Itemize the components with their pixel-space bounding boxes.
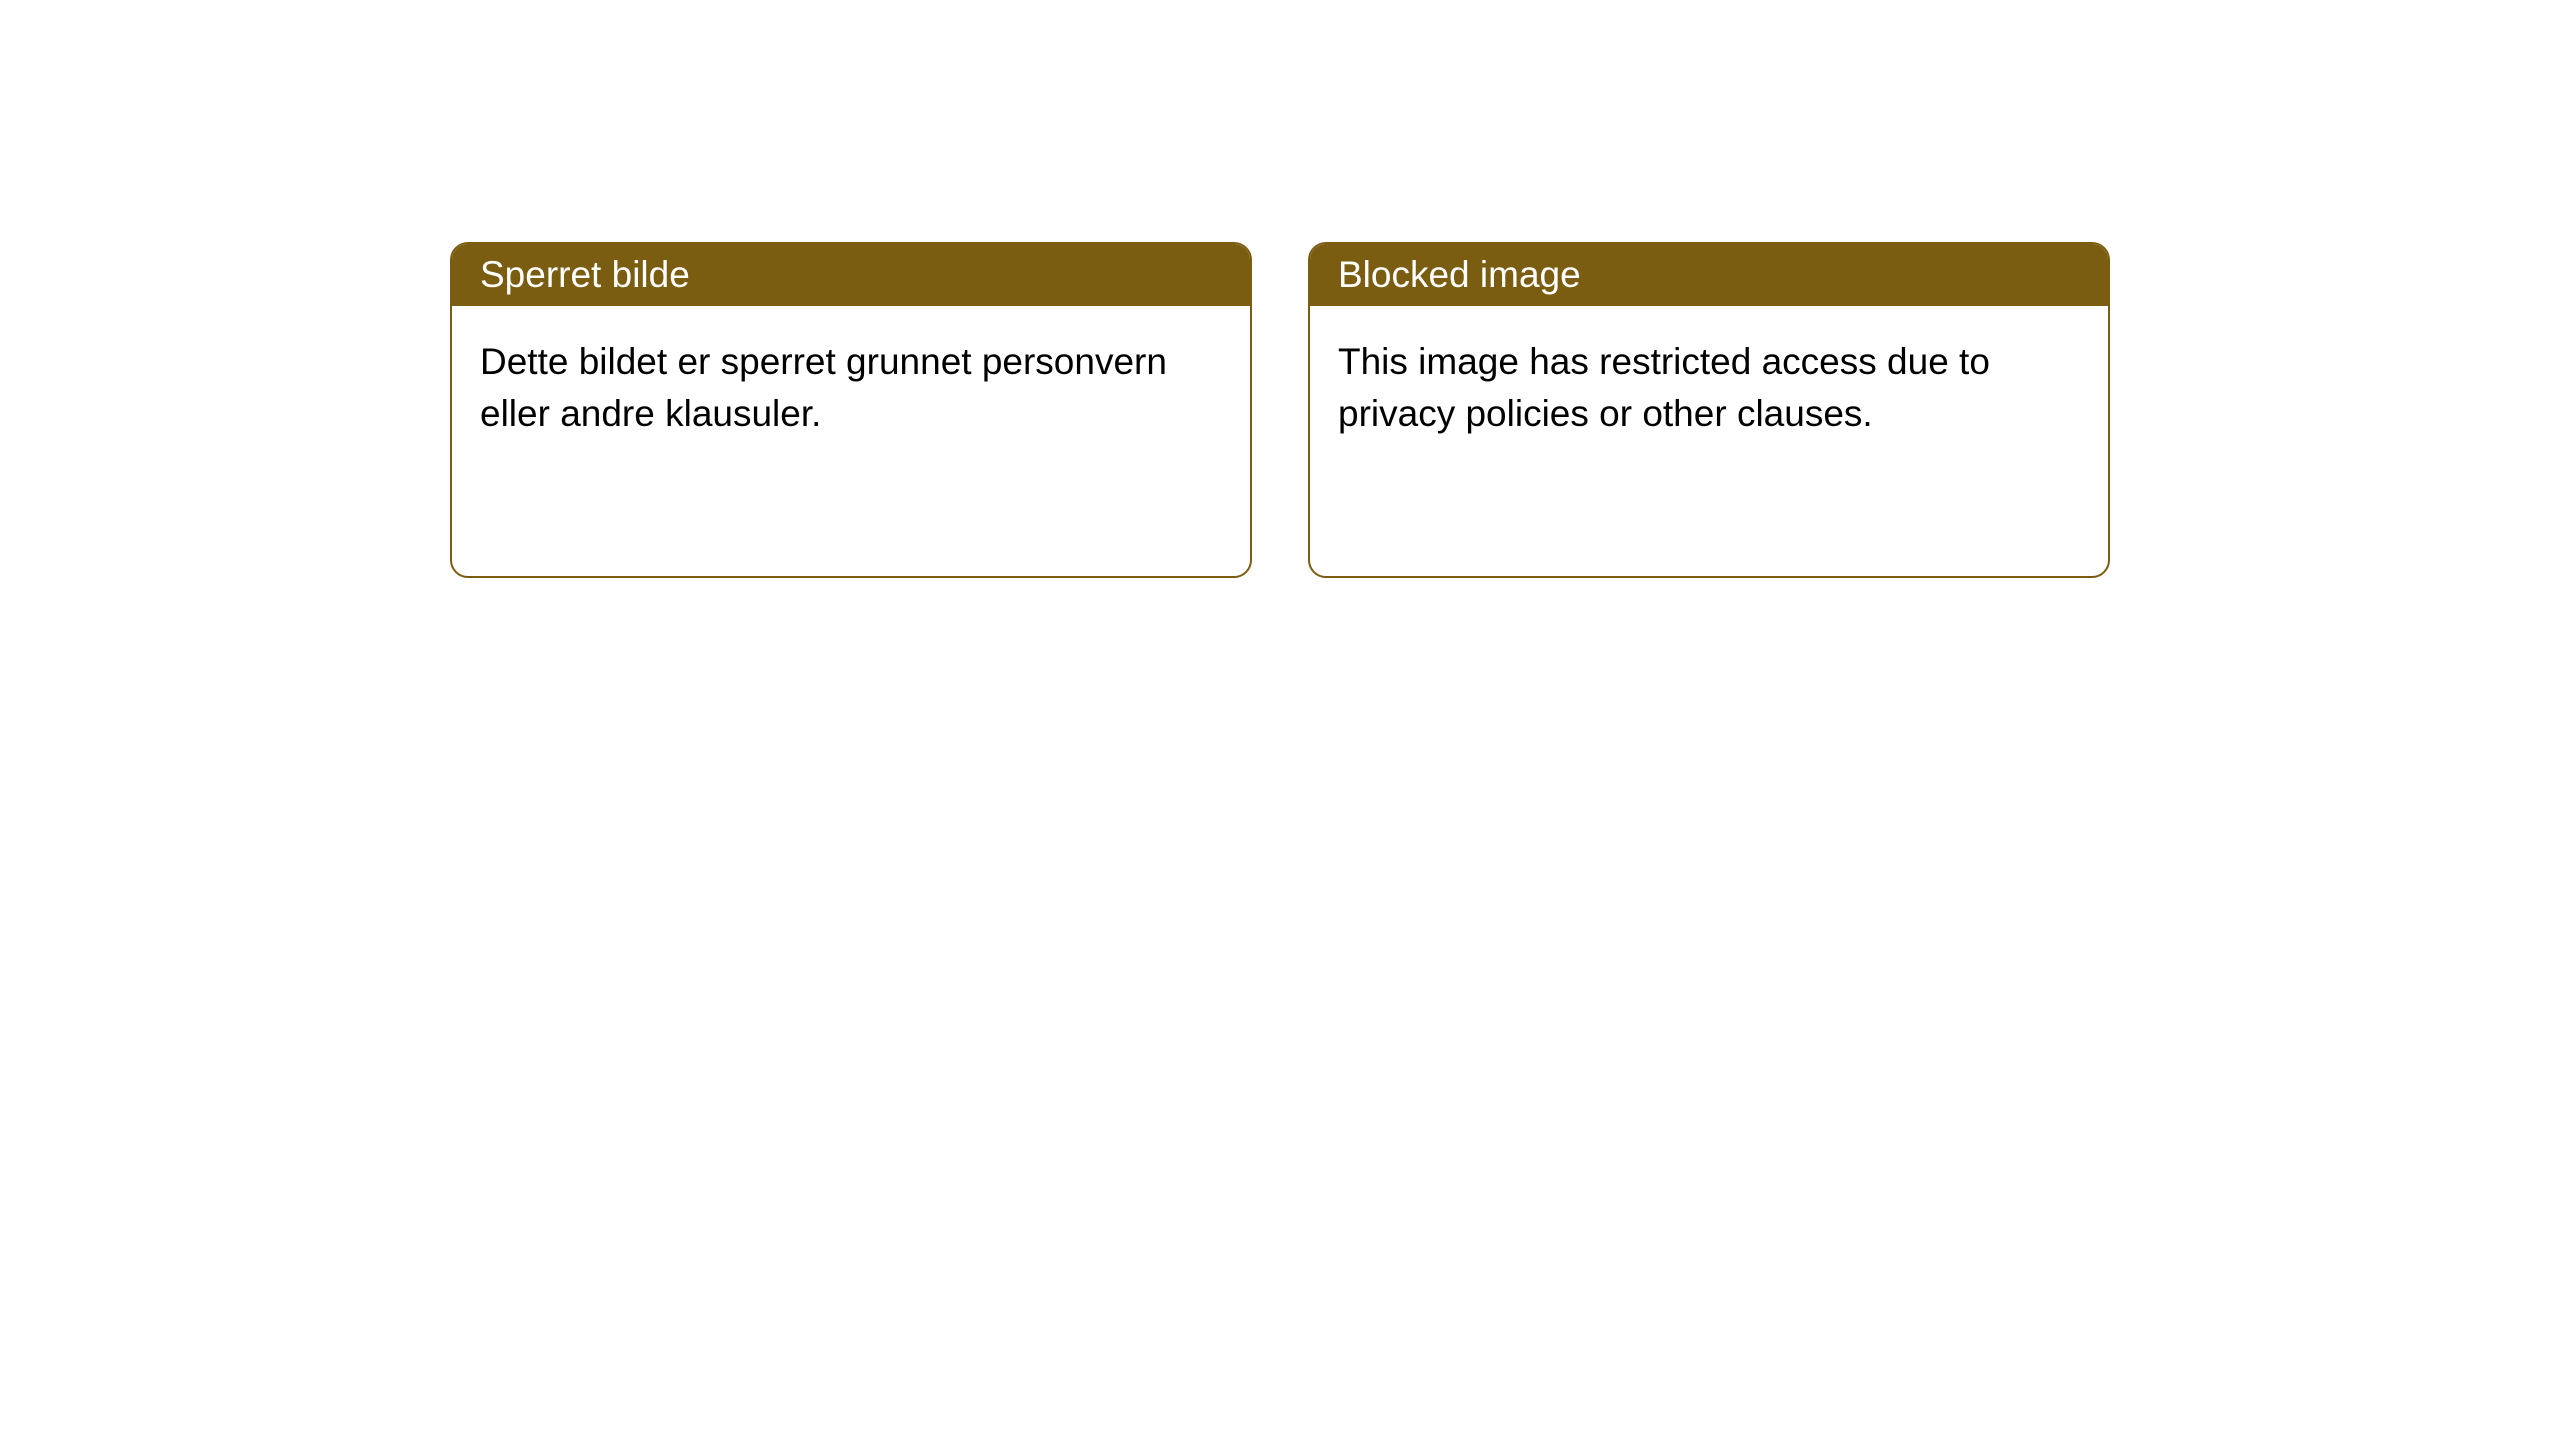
notice-body-norwegian: Dette bildet er sperret grunnet personve… — [452, 306, 1250, 576]
notice-header-english: Blocked image — [1310, 244, 2108, 306]
notice-container: Sperret bilde Dette bildet er sperret gr… — [0, 0, 2560, 578]
notice-header-norwegian: Sperret bilde — [452, 244, 1250, 306]
notice-body-english: This image has restricted access due to … — [1310, 306, 2108, 576]
notice-card-english: Blocked image This image has restricted … — [1308, 242, 2110, 578]
notice-card-norwegian: Sperret bilde Dette bildet er sperret gr… — [450, 242, 1252, 578]
